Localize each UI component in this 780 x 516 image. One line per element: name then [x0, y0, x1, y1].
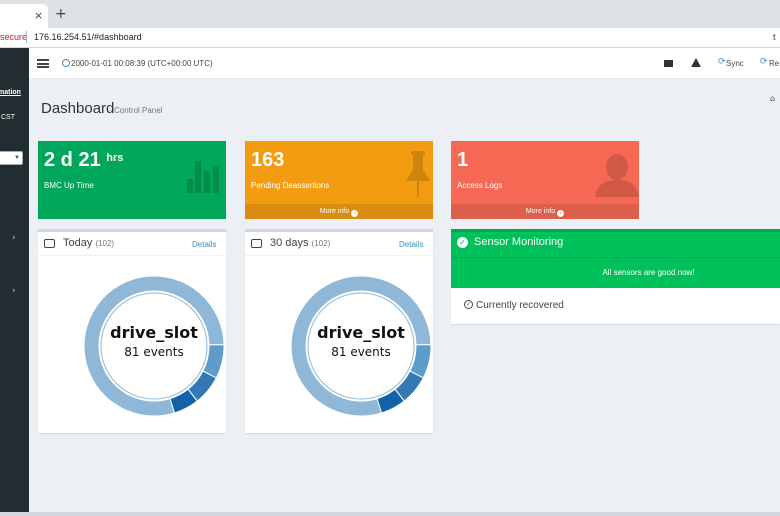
thirty-days-count: (102) — [311, 239, 331, 248]
page-subtitle: Control Panel — [114, 106, 163, 115]
uptime-value: 2 d 21 hrs — [44, 149, 124, 171]
top-navbar: 2000-01-01 00:08:39 (UTC+00:00 UTC) ⟳ Sy… — [29, 48, 780, 79]
donut-inner-ring — [307, 292, 415, 400]
donut-segment[interactable] — [290, 275, 432, 417]
uptime-unit: hrs — [106, 152, 124, 164]
new-tab-button[interactable]: + — [55, 6, 67, 22]
access-logs-more-info-link[interactable]: More info › — [451, 204, 639, 219]
sidebar: mation CST ▼ › › — [0, 48, 29, 512]
menu-toggle-icon[interactable] — [37, 59, 49, 68]
sensor-status-banner: All sensors are good now! — [451, 257, 780, 288]
thirty-days-panel-header: 30 days (102) Details — [245, 232, 433, 256]
access-logs-value: 1 — [457, 149, 469, 171]
thirty-days-title: 30 days (102) — [270, 237, 331, 249]
pending-value: 163 — [251, 149, 285, 171]
address-bar[interactable]: secure 176.16.254.51/#dashboard t — [0, 28, 780, 48]
sidebar-timezone-text: CST — [1, 114, 15, 121]
donut-segment[interactable] — [169, 388, 198, 414]
address-divider — [26, 31, 27, 43]
pending-deassertions-box: 163 Pending Deassertions More info › — [245, 141, 433, 219]
today-donut-label: drive_slot — [110, 323, 198, 342]
browser-tab-bar: × + — [0, 0, 780, 28]
thirty-days-donut-chart[interactable] — [289, 274, 433, 418]
refresh-icon[interactable]: ⟳ — [760, 57, 768, 67]
thirty-days-events-panel: 30 days (102) Details — [245, 229, 433, 433]
close-tab-icon[interactable]: × — [34, 9, 44, 22]
inbox-icon — [44, 239, 55, 248]
today-events-panel: Today (102) Details — [38, 229, 226, 433]
dropdown-caret-icon: ▼ — [14, 155, 20, 161]
donut-segment[interactable] — [83, 275, 225, 417]
check-circle-icon: ✓ — [457, 237, 468, 248]
sidebar-select[interactable]: ▼ — [0, 151, 23, 165]
browser-tab[interactable]: × — [0, 4, 48, 28]
today-count: (102) — [95, 239, 115, 248]
sensor-monitoring-panel: ✓ Sensor Monitoring All sensors are good… — [451, 229, 780, 324]
warning-icon[interactable] — [691, 58, 701, 67]
sidebar-expand-arrow-icon[interactable]: › — [12, 286, 16, 296]
sensor-status-text: All sensors are good now! — [602, 268, 695, 277]
inbox-icon — [251, 239, 262, 248]
access-logs-box: 1 Access Logs More info › — [451, 141, 639, 219]
home-icon[interactable]: ⌂ — [770, 94, 776, 103]
uptime-box: 2 d 21 hrs BMC Up Time — [38, 141, 226, 219]
pending-more-info-link[interactable]: More info › — [245, 204, 433, 219]
today-panel-header: Today (102) Details — [38, 232, 226, 256]
mail-icon[interactable] — [664, 60, 673, 67]
currently-recovered-text: Currently recovered — [476, 300, 564, 311]
bar-chart-icon — [187, 161, 219, 193]
thirty-days-donut-label: drive_slot — [317, 323, 405, 342]
thirty-days-details-link[interactable]: Details — [399, 240, 424, 249]
sensor-title: Sensor Monitoring — [474, 236, 564, 248]
refresh-button[interactable]: Re — [769, 59, 780, 68]
address-bar-edge-text: t — [773, 32, 776, 42]
bottom-scroll-strip — [0, 512, 780, 516]
sensor-panel-header: ✓ Sensor Monitoring — [451, 229, 780, 257]
not-secure-indicator[interactable]: secure — [0, 32, 28, 42]
arrow-circle-right-icon: › — [351, 210, 359, 217]
arrow-circle-right-icon: › — [557, 210, 565, 217]
today-details-link[interactable]: Details — [192, 240, 217, 249]
uptime-label: BMC Up Time — [44, 181, 94, 190]
clock-icon — [62, 59, 70, 67]
today-donut-events: 81 events — [124, 345, 184, 359]
donut-segment[interactable] — [376, 388, 405, 414]
pending-label: Pending Deassertions — [251, 181, 330, 190]
sync-button[interactable]: Sync — [726, 59, 744, 68]
thirty-days-donut-events: 81 events — [331, 345, 391, 359]
url-text[interactable]: 176.16.254.51/#dashboard — [34, 32, 142, 42]
pushpin-icon — [406, 151, 430, 197]
today-donut-chart[interactable] — [82, 274, 226, 418]
sidebar-expand-arrow-icon[interactable]: › — [12, 233, 16, 243]
sync-icon[interactable]: ⟳ — [718, 57, 726, 67]
page-title: Dashboard — [41, 100, 115, 117]
user-icon — [595, 154, 639, 197]
today-title: Today (102) — [63, 237, 115, 249]
access-logs-label: Access Logs — [457, 181, 503, 190]
donut-inner-ring — [100, 292, 208, 400]
sidebar-host-link[interactable]: mation — [0, 89, 21, 96]
bmc-datetime: 2000-01-01 00:08:39 (UTC+00:00 UTC) — [71, 59, 213, 68]
recovered-check-icon: ✓ — [464, 300, 473, 309]
